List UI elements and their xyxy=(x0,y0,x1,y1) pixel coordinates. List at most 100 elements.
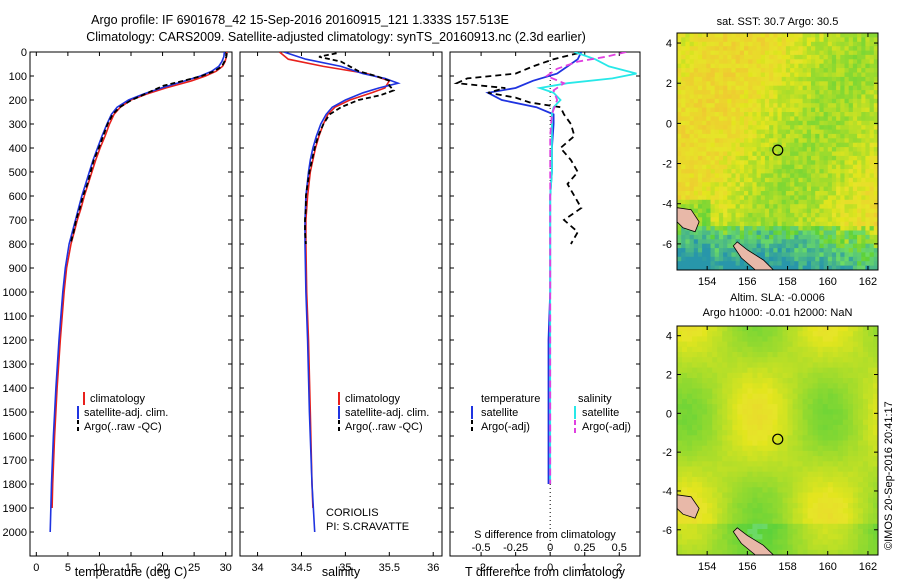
map-cell xyxy=(798,142,804,148)
map-cell xyxy=(857,160,862,166)
map-cell xyxy=(827,142,833,148)
map-cell xyxy=(857,59,862,65)
map-cell xyxy=(790,226,795,231)
map-cell xyxy=(762,367,768,374)
map-cell xyxy=(847,503,854,509)
map-cell xyxy=(681,169,686,174)
map-cell xyxy=(823,147,829,152)
map-cell xyxy=(857,50,862,56)
map-cell xyxy=(685,33,691,38)
map-cell xyxy=(798,54,804,60)
map-cell xyxy=(773,182,778,188)
map-cell xyxy=(727,164,732,170)
map-cell xyxy=(817,466,824,473)
map-cell xyxy=(717,367,723,374)
map-cell xyxy=(682,372,688,379)
map-cell xyxy=(777,120,783,126)
map-cell xyxy=(819,252,825,258)
map-cell xyxy=(739,125,745,131)
map-cell xyxy=(819,248,825,253)
map-cell xyxy=(840,133,845,139)
map-cell xyxy=(692,534,698,540)
map-cell xyxy=(806,116,812,122)
map-cell xyxy=(823,72,829,78)
map-cell xyxy=(792,549,799,555)
map-cell xyxy=(802,419,809,426)
map-cell xyxy=(798,265,804,270)
map-cell xyxy=(742,503,748,509)
map-cell xyxy=(732,331,738,337)
map-cell xyxy=(806,142,812,148)
map-cell xyxy=(697,261,703,267)
map-cell xyxy=(735,138,741,144)
map-cell xyxy=(832,471,839,478)
map-cell xyxy=(735,169,741,174)
map-cell xyxy=(710,133,716,139)
map-cell xyxy=(837,497,844,504)
map-cell xyxy=(714,94,720,100)
map-cell xyxy=(752,331,758,337)
map-cell xyxy=(687,398,693,405)
map-cell xyxy=(852,352,859,358)
map-cell xyxy=(798,46,804,52)
map-cell xyxy=(777,33,783,38)
map-cell xyxy=(681,98,686,104)
map-cell xyxy=(785,234,791,240)
map-cell xyxy=(852,182,858,188)
map-cell xyxy=(823,191,829,196)
map-cell xyxy=(802,155,808,161)
map-cell xyxy=(798,116,804,122)
map-cell xyxy=(712,534,718,540)
map-cell xyxy=(697,129,703,135)
map-cell xyxy=(819,63,825,69)
map-cell xyxy=(773,138,778,144)
map-cell xyxy=(714,256,720,262)
map-cell xyxy=(757,378,763,384)
map-cell xyxy=(852,435,859,441)
map-cell xyxy=(769,33,774,38)
map-cell xyxy=(785,50,791,56)
map-cell xyxy=(727,445,733,452)
map-cell xyxy=(868,409,874,415)
map-cell xyxy=(762,482,768,488)
map-cell xyxy=(714,125,720,131)
map-cell xyxy=(692,404,698,410)
map-cell xyxy=(852,125,858,131)
map-cell xyxy=(862,388,869,395)
map-cell xyxy=(769,76,774,82)
y-tick-label: 700 xyxy=(9,215,27,227)
map-cell xyxy=(812,549,819,555)
map-cell xyxy=(712,357,718,363)
map-cell xyxy=(798,186,804,192)
map-cell xyxy=(857,456,864,462)
x-tick-label: 1 xyxy=(582,562,588,574)
map-cell xyxy=(767,414,773,421)
map-cell xyxy=(869,155,875,161)
x-tick-label: 162 xyxy=(859,276,877,288)
map-cell xyxy=(806,133,812,139)
map-cell xyxy=(836,230,841,236)
map-cell xyxy=(739,147,745,152)
map-cell xyxy=(842,326,849,332)
map-cell xyxy=(712,336,718,343)
map-cell xyxy=(790,182,795,188)
map-cell xyxy=(747,450,753,457)
map-cell xyxy=(798,85,804,91)
map-cell xyxy=(702,59,707,65)
map-cell xyxy=(827,513,834,520)
map-cell xyxy=(742,346,748,353)
map-cell xyxy=(840,147,845,152)
map-cell xyxy=(739,164,745,170)
map-cell xyxy=(723,191,728,196)
map-cell xyxy=(857,383,864,389)
map-cell xyxy=(811,50,816,56)
map-cell xyxy=(722,341,728,348)
map-cell xyxy=(868,513,874,520)
map-cell xyxy=(687,404,693,410)
map-cell xyxy=(681,191,686,196)
map-cell xyxy=(693,54,699,60)
map-cell xyxy=(777,326,783,332)
map-cell xyxy=(723,116,728,122)
map-cell xyxy=(861,59,866,65)
map-cell xyxy=(727,336,733,343)
